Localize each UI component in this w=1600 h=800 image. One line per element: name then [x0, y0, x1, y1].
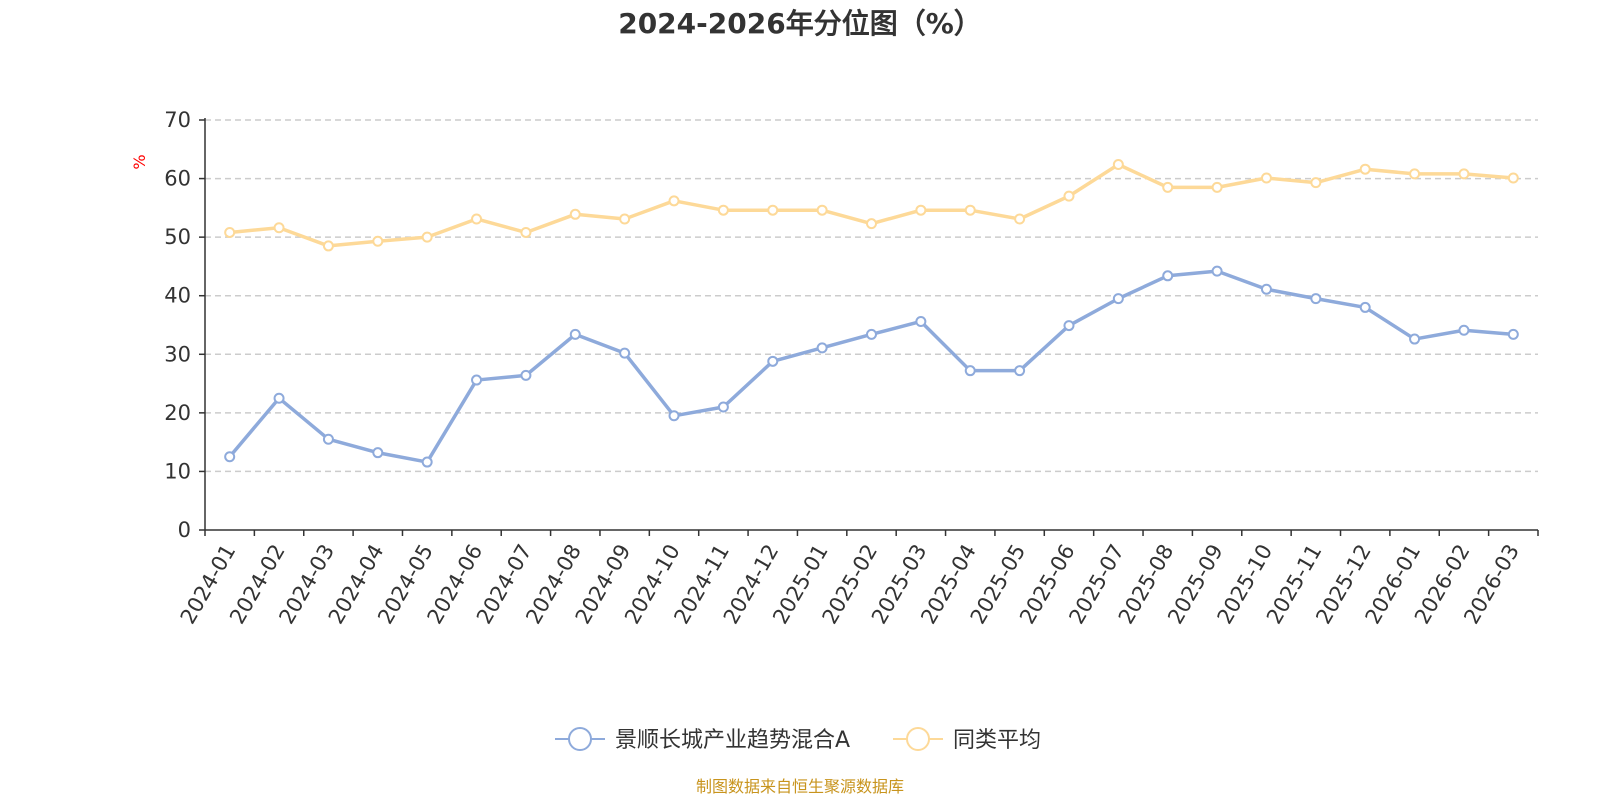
- legend-marker-icon: [568, 727, 592, 751]
- data-point: [915, 315, 927, 327]
- data-point: [1162, 270, 1174, 282]
- axes: [204, 118, 1538, 531]
- data-point: [668, 410, 680, 422]
- legend-label: 景顺长城产业趋势混合A: [615, 728, 850, 753]
- data-point: [273, 222, 285, 234]
- y-tick-label: 60: [164, 167, 191, 191]
- data-point: [322, 240, 334, 252]
- data-point: [273, 392, 285, 404]
- data-point: [372, 447, 384, 459]
- source-note: 制图数据来自恒生聚源数据库: [696, 777, 904, 796]
- data-point: [816, 342, 828, 354]
- data-point: [1359, 301, 1371, 313]
- data-point: [1063, 320, 1075, 332]
- y-tick-label: 20: [164, 401, 191, 425]
- data-point: [520, 226, 532, 238]
- data-point: [1409, 333, 1421, 345]
- data-point: [1063, 190, 1075, 202]
- data-point: [1211, 265, 1223, 277]
- grid-lines: [205, 119, 1538, 473]
- data-point: [1507, 328, 1519, 340]
- data-point: [569, 208, 581, 220]
- data-point: [1507, 172, 1519, 184]
- data-point: [569, 328, 581, 340]
- data-point: [619, 213, 631, 225]
- data-point: [224, 451, 236, 463]
- data-point: [471, 213, 483, 225]
- data-point: [767, 204, 779, 216]
- legend-label: 同类平均: [953, 728, 1041, 753]
- data-point: [1409, 168, 1421, 180]
- data-point: [964, 365, 976, 377]
- y-tick-label: 0: [178, 518, 191, 542]
- chart-title: 2024-2026年分位图（%）: [618, 7, 982, 40]
- legend-item: 景顺长城产业趋势混合A: [555, 727, 850, 753]
- series-line: [227, 162, 1516, 248]
- data-point: [1260, 283, 1272, 295]
- data-point: [224, 226, 236, 238]
- data-point: [520, 369, 532, 381]
- data-point: [1260, 172, 1272, 184]
- legend-item: 同类平均: [893, 727, 1041, 753]
- data-point: [717, 401, 729, 413]
- y-tick-label: 10: [164, 459, 191, 483]
- data-point: [421, 456, 433, 468]
- y-tick-label: 50: [164, 225, 191, 249]
- data-point: [1359, 163, 1371, 175]
- data-point: [619, 347, 631, 359]
- data-point: [322, 433, 334, 445]
- y-tick-label: 30: [164, 342, 191, 366]
- y-tick-label: 40: [164, 284, 191, 308]
- data-point: [1112, 293, 1124, 305]
- data-point: [915, 204, 927, 216]
- data-point: [1162, 181, 1174, 193]
- legend: 景顺长城产业趋势混合A 同类平均: [555, 727, 1041, 753]
- legend-marker-icon: [906, 727, 930, 751]
- data-point: [421, 231, 433, 243]
- data-point: [471, 374, 483, 386]
- series-1: [224, 265, 1519, 468]
- y-axis-ticks: 0 10 20 30 40 50 60 70: [164, 108, 205, 542]
- data-point: [816, 204, 828, 216]
- data-point: [767, 355, 779, 367]
- y-tick-label: 70: [164, 108, 191, 132]
- series-lines: [224, 159, 1519, 468]
- data-point: [1458, 324, 1470, 336]
- series-2: [224, 159, 1519, 252]
- data-point: [866, 328, 877, 340]
- data-point: [1112, 159, 1124, 171]
- data-point: [1310, 293, 1322, 305]
- data-point: [1310, 177, 1322, 189]
- data-point: [668, 195, 680, 207]
- data-point: [717, 204, 729, 216]
- y-axis-unit-label: %: [130, 154, 149, 169]
- data-point: [1458, 168, 1470, 180]
- data-point: [372, 235, 384, 247]
- data-point: [1014, 213, 1026, 225]
- data-point: [1211, 181, 1223, 193]
- x-axis-ticks: 2024-012024-022024-032024-042024-052024-…: [176, 530, 1539, 628]
- data-point: [964, 204, 976, 216]
- data-point: [1014, 365, 1026, 377]
- data-point: [866, 218, 877, 230]
